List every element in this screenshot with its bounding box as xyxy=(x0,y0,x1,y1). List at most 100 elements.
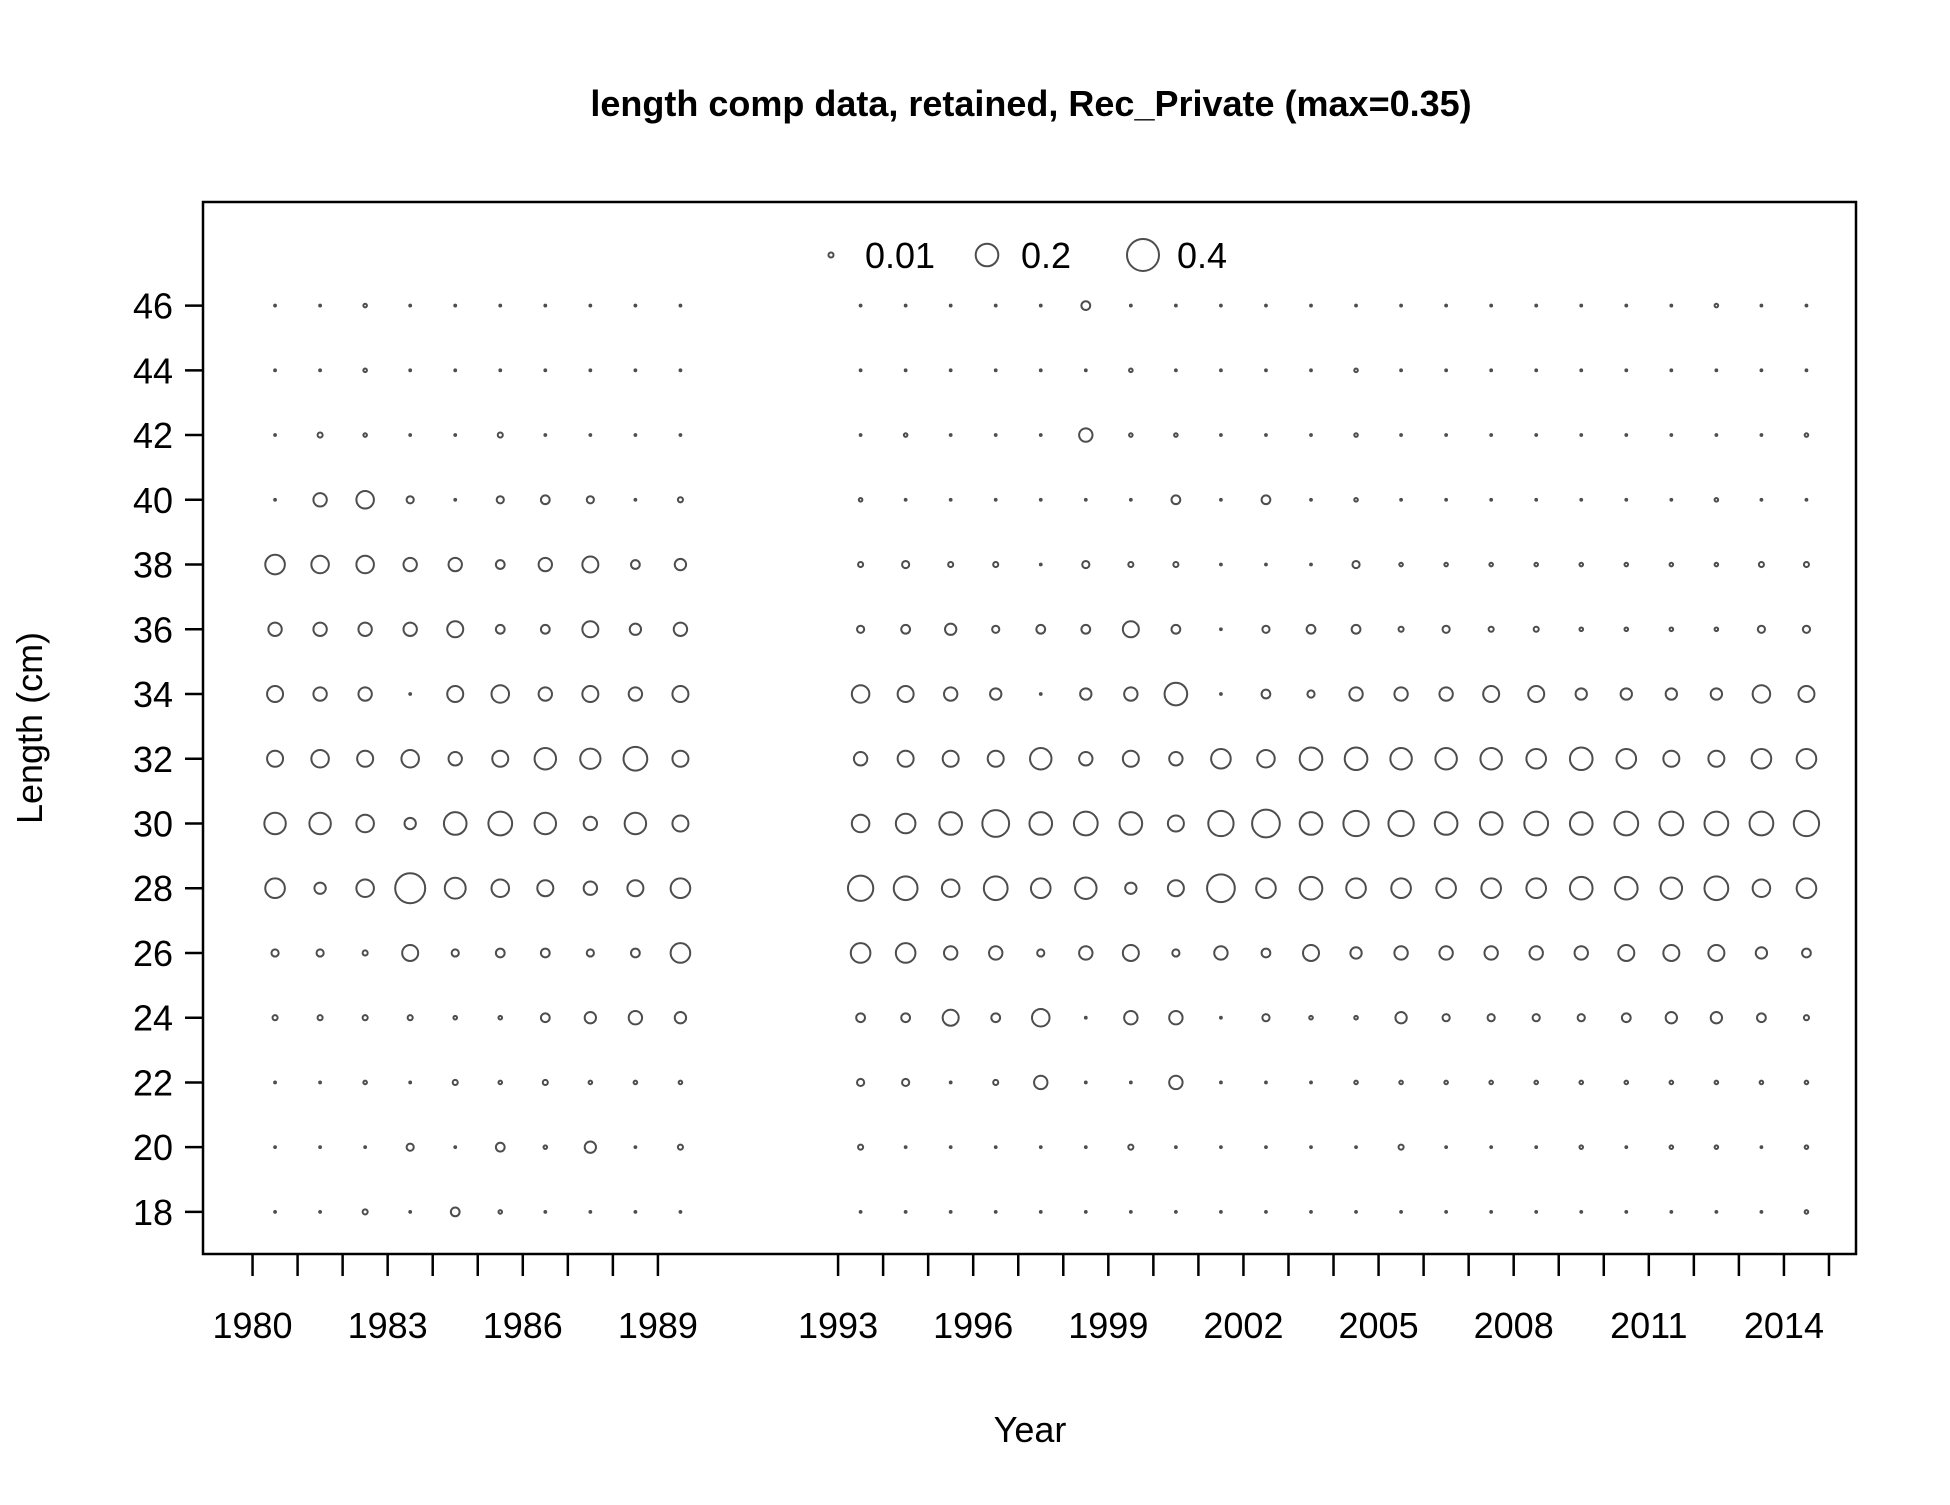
bubble-point xyxy=(450,948,460,958)
bubble-point xyxy=(1478,811,1504,836)
y-tick-label: 30 xyxy=(133,803,173,844)
bubble-point xyxy=(1441,1013,1451,1023)
bubble-point xyxy=(1083,368,1088,373)
bubble-point xyxy=(1489,1210,1494,1214)
bubble-point xyxy=(1309,562,1313,567)
bubble-point xyxy=(1523,810,1550,837)
bubble-point xyxy=(1659,876,1684,900)
bubble-point xyxy=(627,1010,644,1026)
bubble-point xyxy=(1074,876,1098,900)
bubble-point xyxy=(406,1014,414,1022)
bubble-point xyxy=(402,556,418,573)
bubble-point xyxy=(981,809,1011,838)
bubble-point xyxy=(940,878,961,898)
bubble-point xyxy=(632,1079,639,1086)
bubble-point xyxy=(1623,1079,1630,1086)
bubble-point xyxy=(1123,686,1139,702)
bubble-point xyxy=(1759,1145,1764,1150)
bubble-point xyxy=(856,1077,866,1088)
bubble-point xyxy=(1261,1013,1271,1023)
bubble-point xyxy=(948,1210,953,1214)
x-tick-label: 1986 xyxy=(483,1305,563,1346)
bubble-point xyxy=(403,816,417,831)
bubble-point xyxy=(1219,368,1223,373)
bubble-point xyxy=(1083,1015,1088,1020)
bubble-point xyxy=(852,751,869,767)
bubble-point xyxy=(537,556,554,573)
bubble-point xyxy=(1444,497,1449,502)
bubble-point xyxy=(1624,303,1629,308)
legend-bubble xyxy=(974,242,1000,268)
bubble-point xyxy=(948,303,953,308)
bubble-point xyxy=(942,945,959,961)
bubble-point xyxy=(622,745,649,772)
bubble-point xyxy=(1433,811,1459,836)
bubble-point xyxy=(1534,433,1539,437)
bubble-point xyxy=(1750,747,1773,770)
bubble-point xyxy=(1568,875,1594,901)
bubble-point xyxy=(318,303,323,308)
bubble-point xyxy=(990,1012,1002,1024)
bubble-point xyxy=(992,561,1000,569)
x-tick-label: 2014 xyxy=(1744,1305,1824,1346)
bubble-point xyxy=(453,497,458,502)
bubble-point xyxy=(1668,1079,1675,1086)
bubble-point xyxy=(408,1080,413,1085)
bubble-point xyxy=(993,368,998,373)
bubble-point xyxy=(1489,1145,1494,1150)
bubble-point xyxy=(903,368,908,373)
bubble-point xyxy=(1036,948,1046,958)
legend-label: 0.2 xyxy=(1021,235,1071,276)
bubble-point xyxy=(273,303,277,308)
bubble-point xyxy=(1756,1012,1767,1024)
bubble-point xyxy=(1486,1013,1496,1023)
bubble-point xyxy=(1802,561,1810,569)
bubble-point xyxy=(673,1011,688,1025)
bubble-point xyxy=(1751,684,1772,704)
bubble-point xyxy=(1668,626,1675,633)
bubble-point xyxy=(1038,497,1043,502)
bubble-point xyxy=(1264,368,1268,373)
bubble-point xyxy=(357,686,373,702)
bubble-point xyxy=(1264,1145,1268,1150)
bubble-point xyxy=(1083,497,1088,502)
bubble-point xyxy=(494,947,506,959)
y-tick-label: 32 xyxy=(133,739,173,780)
bubble-point xyxy=(1662,749,1681,768)
y-tick-label: 18 xyxy=(133,1192,173,1233)
y-tick-label: 24 xyxy=(133,998,173,1039)
bubble-point xyxy=(1669,433,1674,437)
bubble-point xyxy=(453,368,458,373)
bubble-point xyxy=(948,497,953,502)
bubble-point xyxy=(1353,497,1359,503)
bubble-point xyxy=(1038,368,1043,373)
bubble-point xyxy=(1080,300,1092,311)
bubble-point xyxy=(1713,1144,1720,1150)
bubble-point xyxy=(1759,433,1764,437)
bubble-point xyxy=(1173,1210,1178,1214)
bubble-point xyxy=(315,948,325,958)
bubble-point xyxy=(355,813,375,834)
bubble-point xyxy=(671,685,690,704)
bubble-point xyxy=(1613,810,1640,837)
bubble-point xyxy=(446,685,465,704)
bubble-point xyxy=(1081,559,1091,570)
y-tick-label: 40 xyxy=(133,480,173,521)
x-tick-label: 2005 xyxy=(1339,1305,1419,1346)
bubble-point xyxy=(1168,1074,1184,1091)
bubble-point xyxy=(1482,685,1501,704)
bubble-point xyxy=(993,1145,998,1150)
bubble-point xyxy=(494,559,506,570)
bubble-point xyxy=(394,872,427,905)
bubble-point xyxy=(543,303,548,308)
bubble-point xyxy=(273,497,277,502)
bubble-point xyxy=(1128,497,1133,502)
bubble-point xyxy=(1168,1010,1184,1026)
legend-bubble xyxy=(1126,238,1160,272)
bubble-point xyxy=(1219,1210,1223,1214)
bubble-point xyxy=(453,433,458,437)
bubble-point xyxy=(1669,1210,1674,1214)
bubble-point xyxy=(1166,879,1185,898)
bubble-point xyxy=(494,1141,506,1153)
bubble-point xyxy=(1345,877,1367,900)
